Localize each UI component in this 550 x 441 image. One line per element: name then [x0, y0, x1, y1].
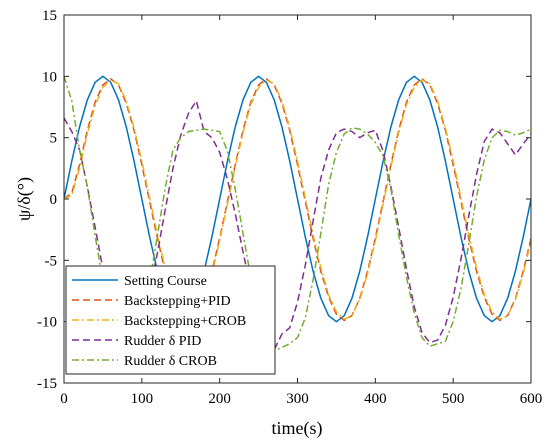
y-tick-label: 5 — [50, 131, 58, 147]
legend: Setting Course Backstepping+PID Backsteppi… — [65, 265, 276, 375]
legend-label-1: Setting Course — [124, 274, 207, 289]
y-tick-label: 0 — [50, 192, 58, 208]
legend-box — [65, 265, 276, 375]
y-tick-label: -10 — [37, 315, 57, 331]
ticks-layer: 0 100 200 300 400 500 600 -15 -10 -5 0 5 10 15 — [37, 8, 542, 407]
x-tick-label: 500 — [442, 391, 465, 407]
legend-label-4: Rudder δ PID — [124, 334, 201, 349]
y-tick-label: 15 — [42, 8, 57, 24]
x-tick-label: 200 — [208, 391, 231, 407]
series-line-2 — [64, 78, 531, 322]
legend-label-5: Rudder δ CROB — [124, 354, 217, 369]
series-line-1 — [64, 75, 531, 323]
x-tick-label: 600 — [520, 391, 543, 407]
x-tick-label: 100 — [131, 391, 154, 407]
legend-label-3: Backstepping+CROB — [124, 314, 246, 329]
y-tick-label: 10 — [42, 69, 57, 85]
y-axis-label: ψ/δ(°) — [14, 177, 35, 221]
x-axis-label: time(s) — [272, 418, 323, 439]
legend-label-2: Backstepping+PID — [124, 294, 231, 309]
series-line-3 — [64, 79, 531, 320]
y-tick-label: -5 — [45, 253, 58, 269]
y-tick-label: -15 — [37, 376, 57, 392]
x-tick-label: 300 — [286, 391, 309, 407]
x-tick-label: 400 — [364, 391, 387, 407]
x-tick-label: 0 — [60, 391, 68, 407]
